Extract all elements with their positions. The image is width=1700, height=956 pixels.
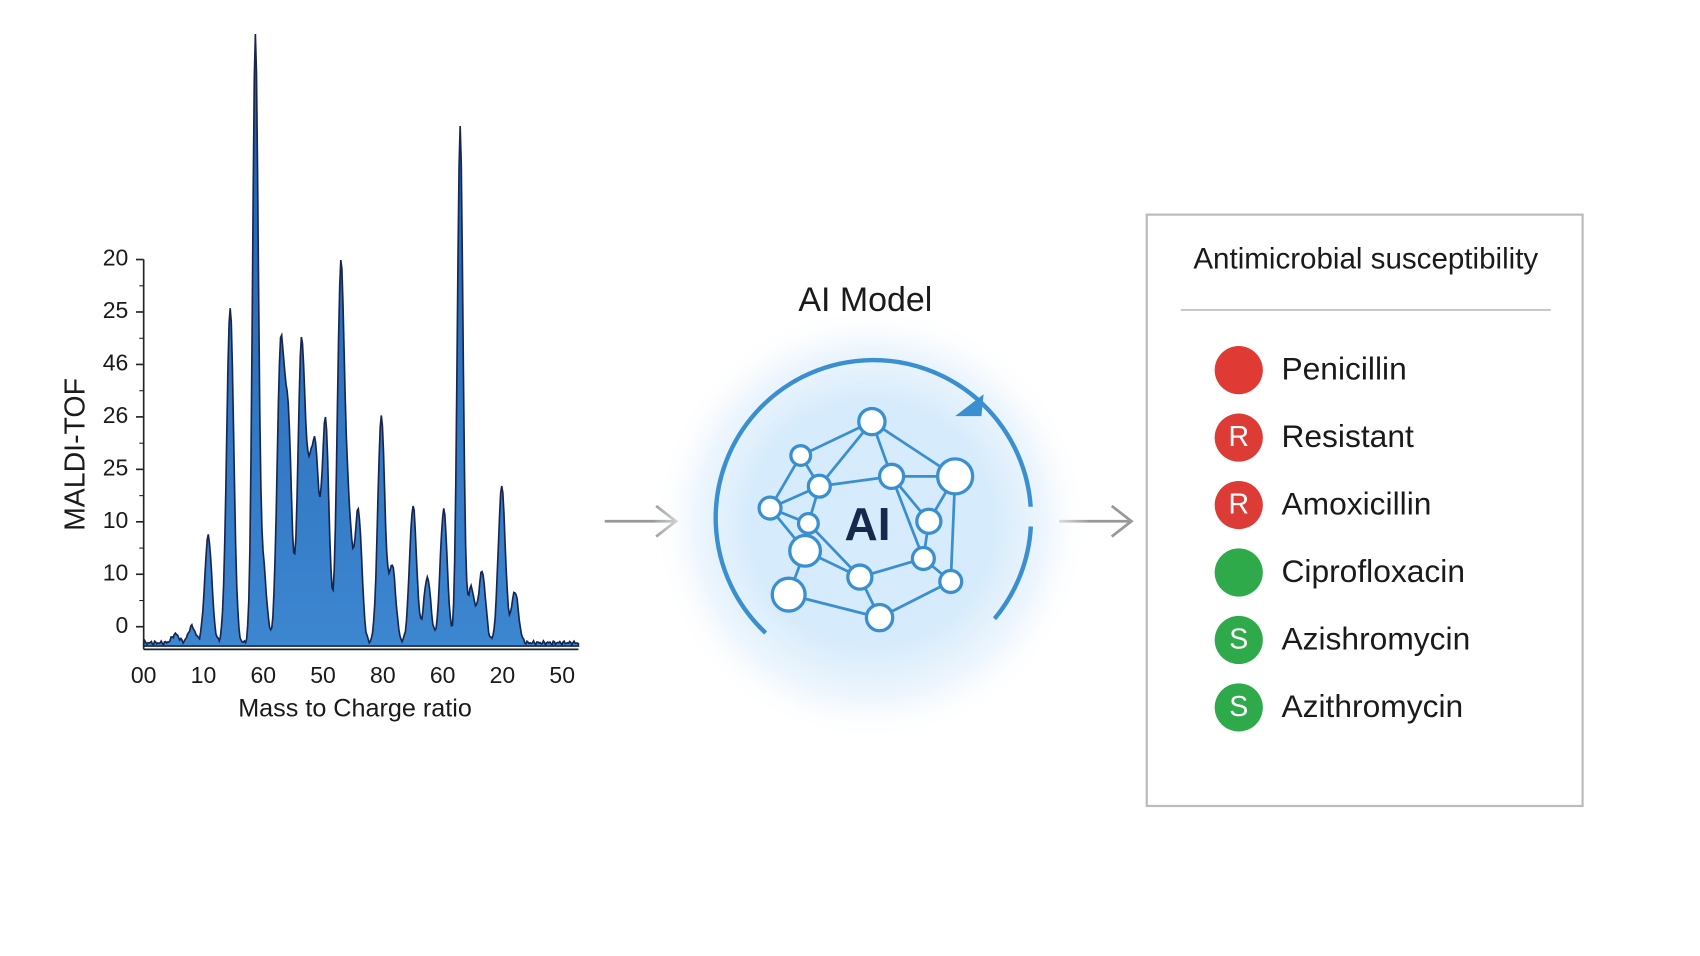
x-tick-label: 60 — [250, 662, 276, 688]
network-node — [806, 473, 832, 499]
network-node — [938, 568, 964, 595]
y-tick-label: 46 — [103, 350, 129, 376]
ai-label: AI — [845, 498, 891, 550]
status-dot — [1214, 615, 1263, 665]
network-node — [788, 533, 823, 568]
x-tick-label: 50 — [549, 662, 575, 688]
status-dot — [1214, 683, 1263, 732]
y-tick-label: 25 — [103, 297, 129, 323]
spectrum-panel: MALDI-TOF Mass to Charge ratio 20 25 46 26 2… — [59, 34, 580, 722]
x-tick-label: 80 — [370, 662, 396, 688]
status-badge: R — [1228, 421, 1249, 453]
y-tick-label: 10 — [103, 559, 129, 585]
drug-label: Amoxicillin — [1281, 486, 1431, 522]
y-tick-label: 0 — [116, 612, 129, 638]
drug-label: Ciprofloxacin — [1281, 553, 1465, 589]
ai-model: AI AI Model — [651, 281, 1090, 743]
y-tick-label: 20 — [103, 245, 129, 271]
status-badge: S — [1229, 624, 1248, 656]
results-panel: Antimicrobial susceptibility Penicillin R… — [1145, 213, 1584, 808]
x-tick-label: 50 — [310, 662, 336, 688]
network-node — [935, 457, 975, 496]
model-title: AI Model — [798, 281, 932, 319]
status-dot — [1214, 548, 1263, 597]
x-axis-label: Mass to Charge ratio — [238, 694, 472, 722]
x-tick-label: 00 — [131, 662, 157, 688]
network-node — [915, 507, 943, 535]
x-tick-label: 10 — [191, 662, 217, 688]
drug-label: Azithromycin — [1281, 688, 1463, 724]
network-node — [757, 495, 783, 521]
status-badge: R — [1228, 489, 1249, 521]
y-tick-label: 25 — [103, 454, 129, 480]
network-node — [796, 511, 820, 535]
spectrum-trace — [142, 34, 580, 648]
x-tick-label: 60 — [430, 662, 456, 688]
network-node — [877, 462, 906, 491]
network-node — [770, 576, 807, 613]
status-badge: S — [1229, 691, 1248, 723]
network-node — [864, 602, 895, 633]
network-node — [857, 406, 887, 437]
network-node — [846, 563, 874, 591]
status-dot — [1214, 480, 1263, 530]
drug-label: Penicillin — [1281, 351, 1406, 387]
y-tick-label: 10 — [103, 507, 129, 533]
drug-label: Azishromycin — [1281, 620, 1470, 656]
y-axis-label: MALDI-TOF — [59, 378, 91, 531]
y-tick-label: 26 — [103, 402, 129, 428]
status-dot — [1214, 413, 1263, 462]
status-dot — [1214, 346, 1263, 395]
network-node — [910, 545, 936, 572]
drug-label: Resistant — [1281, 418, 1414, 454]
cycle-ring — [713, 357, 1034, 635]
ring-arrowhead — [955, 394, 984, 417]
results-title: Antimicrobial susceptibility — [1193, 242, 1538, 275]
network-edge — [890, 475, 925, 559]
network — [757, 406, 975, 633]
x-tick-label: 20 — [490, 662, 516, 688]
network-node — [789, 444, 813, 468]
